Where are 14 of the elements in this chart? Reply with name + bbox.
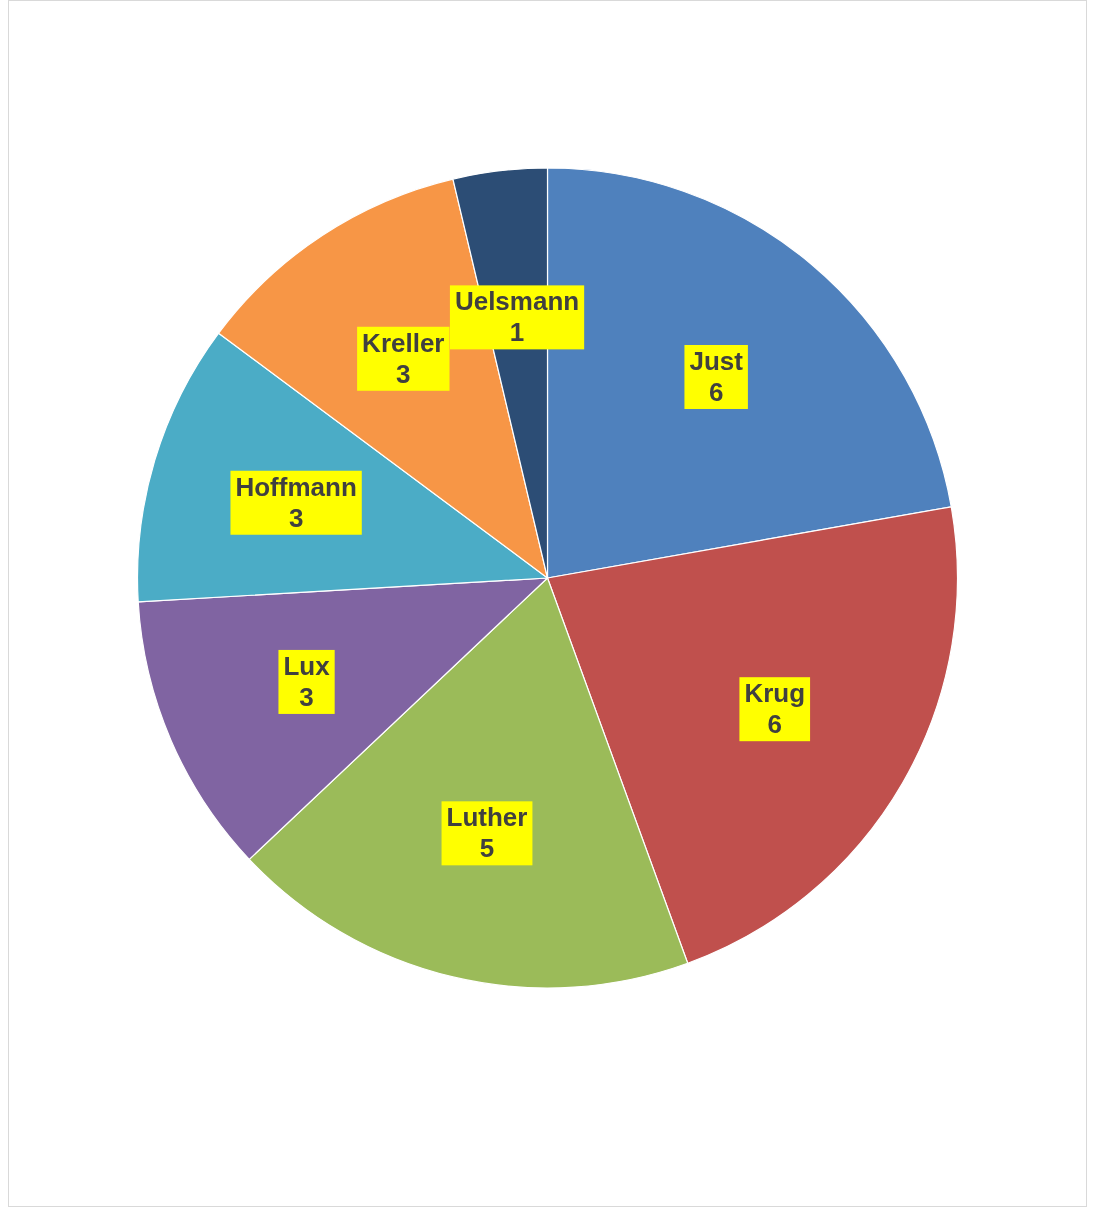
slice-label: Lux — [283, 650, 331, 681]
slice-label: Just — [689, 345, 744, 376]
slice-label: Hoffmann — [235, 471, 357, 502]
data-label: 3 — [299, 681, 314, 712]
slice-label: Kreller — [362, 327, 445, 358]
data-label: 1 — [509, 317, 525, 348]
data-label: 5 — [479, 833, 495, 864]
slice-label: Krug — [744, 678, 806, 709]
data-label: 3 — [396, 358, 411, 389]
data-label: 6 — [708, 376, 724, 407]
slice-label: Uelsmann — [454, 286, 580, 317]
data-label: 3 — [288, 502, 304, 533]
data-label: 6 — [767, 709, 782, 740]
slice-label: Luther — [446, 802, 528, 833]
